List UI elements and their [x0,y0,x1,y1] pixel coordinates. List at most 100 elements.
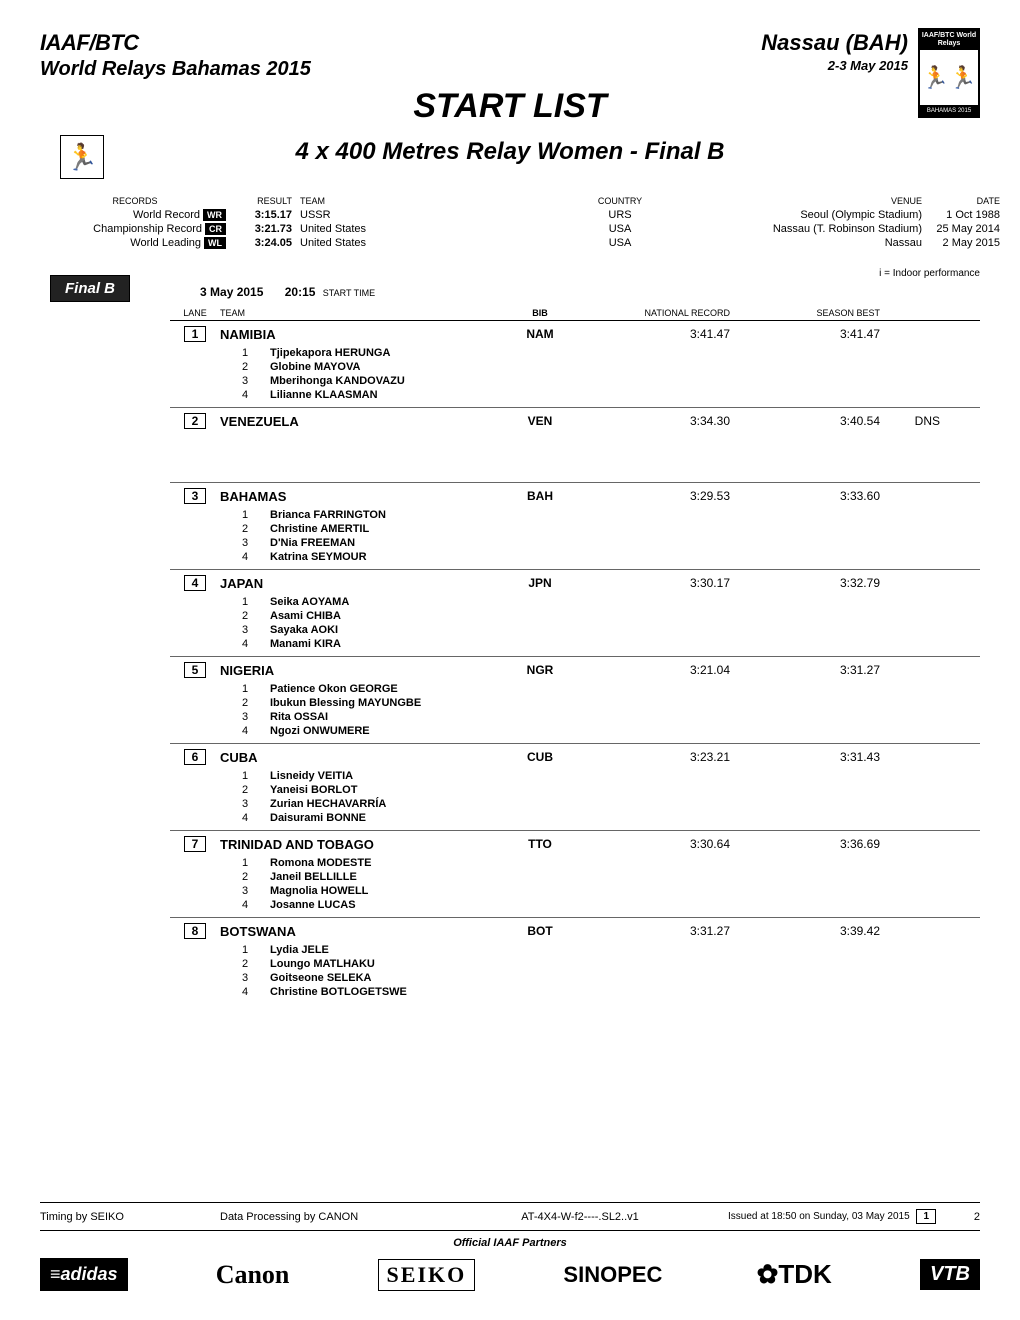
athlete-name: Asami CHIBA [270,610,770,622]
partner-tdk: ✿TDK [751,1257,838,1292]
lane-number-cell: 2 [170,413,220,429]
record-badge: WL [204,237,226,249]
athlete-row: 4Daisurami BONNE [170,811,980,825]
lane-row: 4JAPANJPN3:30.173:32.79 [170,575,980,591]
athlete-name: Katrina SEYMOUR [270,551,770,563]
lane-season-best: 3:31.43 [730,750,880,764]
lane-row: 6CUBACUB3:23.213:31.43 [170,749,980,765]
lane-number: 6 [184,749,206,765]
athlete-leg-number: 3 [220,972,270,984]
record-row: World LeadingWL3:24.05United StatesUSANa… [40,236,980,250]
record-badge: CR [205,223,226,235]
report-code: AT-4X4-W-f2----.SL2..v1 [460,1211,700,1223]
record-venue: Nassau [730,237,930,249]
record-label: Championship RecordCR [40,223,230,235]
athlete-row: 1Lisneidy VEITIA [170,769,980,783]
athlete-leg-number: 1 [220,944,270,956]
lane-season-best: 3:39.42 [730,924,880,938]
lane-national-record: 3:31.27 [580,924,730,938]
session-badge: Final B [50,275,130,302]
athletes-list: 1Seika AOYAMA2Asami CHIBA3Sayaka AOKI4Ma… [170,595,980,651]
lane-block: 3BAHAMASBAH3:29.533:33.601Brianca FARRIN… [170,483,980,570]
processing-credit: Data Processing by CANON [220,1211,460,1223]
athlete-row: 3Mberihonga KANDOVAZU [170,374,980,388]
lane-block: 4JAPANJPN3:30.173:32.791Seika AOYAMA2Asa… [170,570,980,657]
event-name: World Relays Bahamas 2015 [40,58,311,81]
lane-season-best: 3:41.47 [730,327,880,341]
lane-team: NIGERIA [220,663,500,678]
discipline-icon: 🏃 [60,135,104,179]
record-venue: Nassau (T. Robinson Stadium) [730,223,930,235]
athlete-name: Lisneidy VEITIA [270,770,770,782]
athlete-leg-number: 3 [220,624,270,636]
athlete-leg-number: 3 [220,711,270,723]
athlete-leg-number: 1 [220,596,270,608]
lanes-table: LANE TEAM BIB NATIONAL RECORD SEASON BES… [170,308,980,1004]
partners-row: ≡adidas Canon SEIKO SINOPEC ✿TDK VTB [40,1257,980,1292]
athlete-name: Daisurami BONNE [270,812,770,824]
athlete-name: Manami KIRA [270,638,770,650]
record-date: 2 May 2015 [930,237,1000,249]
lane-header: LANE TEAM BIB NATIONAL RECORD SEASON BES… [170,308,980,321]
hdr-lane: LANE [170,308,220,318]
lane-season-best: 3:36.69 [730,837,880,851]
page-current: 1 [916,1209,936,1224]
event-logo: IAAF/BTC World Relays 🏃🏃 BAHAMAS 2015 [918,28,980,118]
athlete-leg-number: 3 [220,798,270,810]
lane-block: 5NIGERIANGR3:21.043:31.271Patience Okon … [170,657,980,744]
record-label: World RecordWR [40,209,230,221]
athlete-name: Globine MAYOVA [270,361,770,373]
athlete-row: 2Janeil BELLILLE [170,870,980,884]
partner-sinopec: SINOPEC [557,1260,668,1290]
record-country: URS [510,209,730,221]
record-result: 3:24.05 [230,237,300,249]
hdr-bib: BIB [500,308,580,318]
lane-national-record: 3:30.17 [580,576,730,590]
timing-credit: Timing by SEIKO [40,1211,220,1223]
hdr-team: TEAM [220,308,500,318]
athlete-name: D'Nia FREEMAN [270,537,770,549]
page-title: START LIST [40,87,980,126]
page-total: 2 [940,1211,980,1223]
athlete-row: 3Goitseone SELEKA [170,971,980,985]
athlete-leg-number: 3 [220,375,270,387]
athlete-row: 4Christine BOTLOGETSWE [170,985,980,999]
lane-team: JAPAN [220,576,500,591]
lane-block: 1NAMIBIANAM3:41.473:41.471Tjipekapora HE… [170,321,980,408]
record-result: 3:15.17 [230,209,300,221]
record-team: USSR [300,209,510,221]
lane-season-best: 3:31.27 [730,663,880,677]
lane-team: TRINIDAD AND TOBAGO [220,837,500,852]
lane-number-cell: 8 [170,923,220,939]
athlete-leg-number: 2 [220,523,270,535]
athlete-leg-number: 2 [220,784,270,796]
hdr-national-record: NATIONAL RECORD [580,308,730,318]
athlete-row: 1Patience Okon GEORGE [170,682,980,696]
athlete-name: Seika AOYAMA [270,596,770,608]
athletes-list: 1Patience Okon GEORGE2Ibukun Blessing MA… [170,682,980,738]
athlete-leg-number: 1 [220,683,270,695]
lane-national-record: 3:21.04 [580,663,730,677]
record-row: Championship RecordCR3:21.73United State… [40,222,980,236]
lane-row: 7TRINIDAD AND TOBAGOTTO3:30.643:36.69 [170,836,980,852]
lane-number: 5 [184,662,206,678]
athlete-row: 2Globine MAYOVA [170,360,980,374]
lane-number: 4 [184,575,206,591]
athlete-leg-number: 3 [220,537,270,549]
lane-bib: VEN [500,414,580,428]
athlete-name: Rita OSSAI [270,711,770,723]
athlete-row: 3D'Nia FREEMAN [170,536,980,550]
event-logo-bottom: BAHAMAS 2015 [920,108,978,114]
partners-label: Official IAAF Partners [40,1237,980,1249]
athlete-name: Patience Okon GEORGE [270,683,770,695]
athlete-row: 4Josanne LUCAS [170,898,980,912]
athlete-leg-number: 4 [220,389,270,401]
lane-number-cell: 3 [170,488,220,504]
lane-bib: JPN [500,576,580,590]
record-result: 3:21.73 [230,223,300,235]
lane-number-cell: 5 [170,662,220,678]
lane-national-record: 3:30.64 [580,837,730,851]
athletes-list: 1Lisneidy VEITIA2Yaneisi BORLOT3Zurian H… [170,769,980,825]
page-subtitle: 4 x 400 Metres Relay Women - Final B [40,138,980,166]
lane-national-record: 3:41.47 [580,327,730,341]
